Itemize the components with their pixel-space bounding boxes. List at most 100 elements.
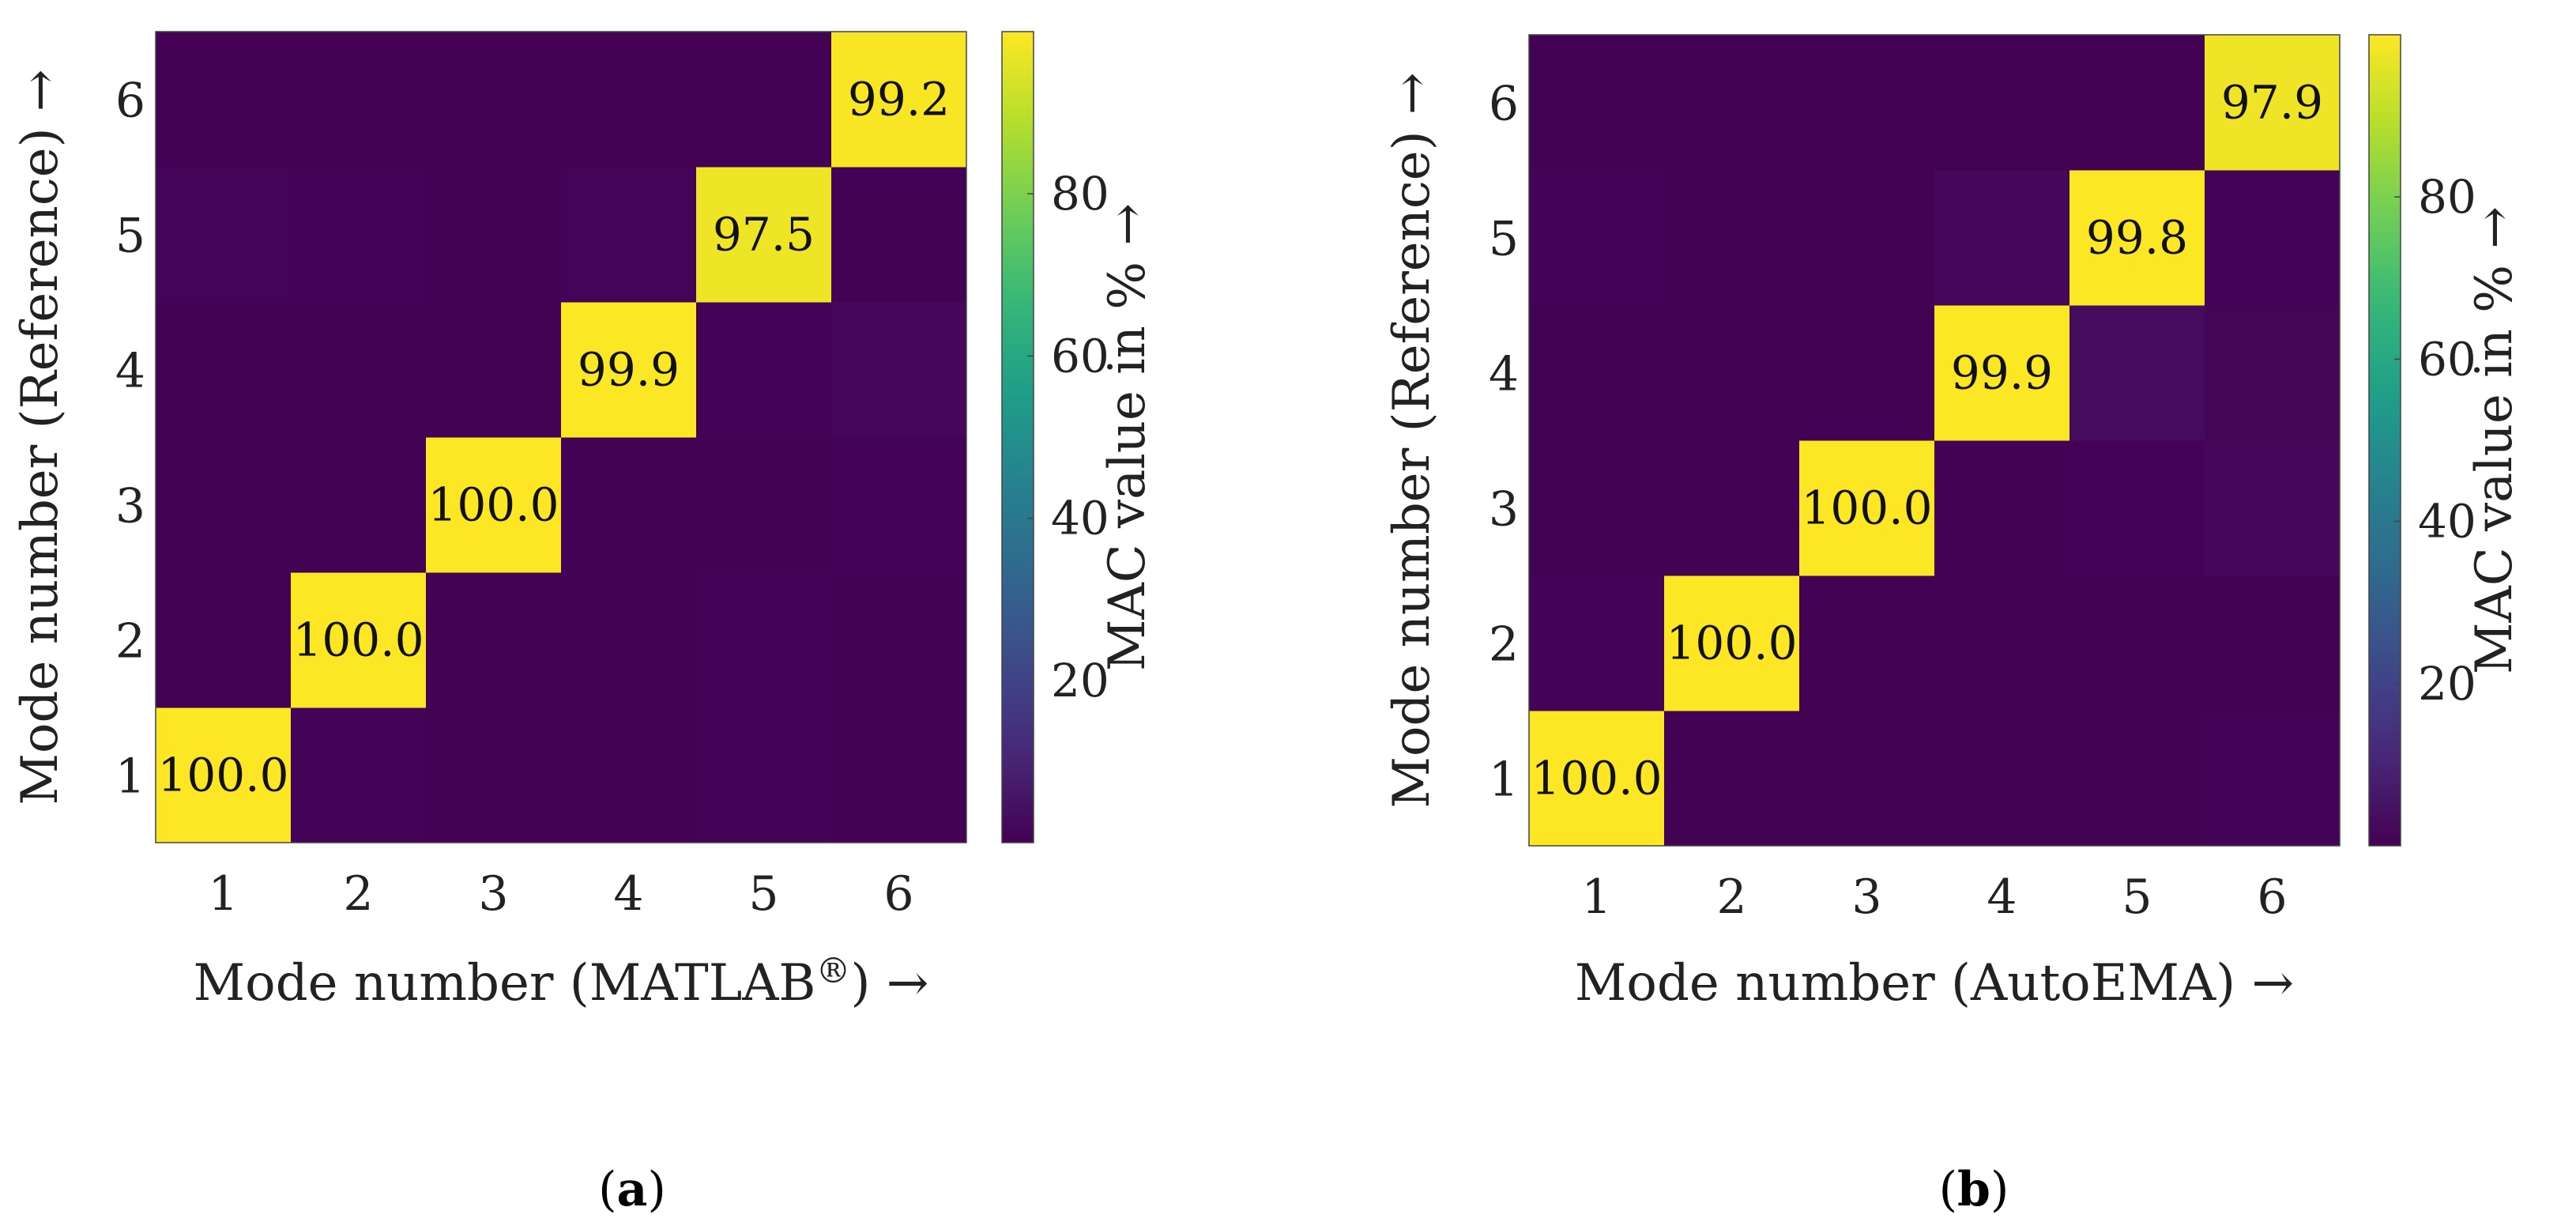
heatmap-cell xyxy=(696,32,832,168)
y-tick-label: 6 xyxy=(1489,77,1519,132)
x-tick-label: 1 xyxy=(208,866,238,922)
heatmap-cell xyxy=(831,167,967,303)
panel-label-open: ( xyxy=(598,1162,616,1217)
x-tick-label: 4 xyxy=(613,866,643,922)
heatmap-cell xyxy=(696,167,832,303)
heatmap-cell xyxy=(1529,35,1665,171)
heatmap-cell xyxy=(2069,575,2205,711)
cell-value-label: 97.5 xyxy=(713,208,815,262)
heatmap-cell xyxy=(2205,35,2341,171)
y-tick-label: 5 xyxy=(1489,212,1519,267)
heatmap-cell xyxy=(831,707,967,843)
heatmap-cell xyxy=(1529,305,1665,441)
heatmap-cell xyxy=(1664,170,1800,306)
y-axis-label: Mode number (Reference) → xyxy=(11,69,70,805)
plot-frame xyxy=(1528,34,2341,847)
heatmap-cell xyxy=(2205,711,2341,847)
heatmap-cell xyxy=(156,707,292,843)
heatmap-cell xyxy=(2205,575,2341,711)
panel-label-close: ) xyxy=(647,1162,665,1217)
cell-value-label: 100.0 xyxy=(1531,752,1662,805)
y-tick-label: 2 xyxy=(115,614,145,670)
y-tick-label: 6 xyxy=(115,74,145,129)
heatmap-cell xyxy=(291,167,427,303)
heatmap-cell xyxy=(1664,440,1800,576)
colorbar-label: MAC value in % → xyxy=(2465,206,2524,674)
y-tick-label: 4 xyxy=(115,344,145,399)
heatmap-cell xyxy=(2205,170,2341,306)
heatmap-cell xyxy=(1799,440,1935,576)
heatmap-cell xyxy=(561,437,697,573)
heatmap-cell xyxy=(2069,440,2205,576)
cell-value-label: 99.9 xyxy=(1951,346,2053,400)
colorbar-tick-label: 80 xyxy=(2418,170,2476,224)
heatmap-cell xyxy=(291,707,427,843)
heatmap-cell xyxy=(1934,170,2070,306)
panel-label: (a) xyxy=(598,1162,666,1217)
cell-value-label: 100.0 xyxy=(157,749,288,802)
heatmap-cell xyxy=(561,302,697,438)
y-tick-label: 4 xyxy=(1489,347,1519,402)
heatmap-cell xyxy=(561,707,697,843)
heatmap-cell xyxy=(2069,305,2205,441)
y-tick-label: 1 xyxy=(1489,753,1519,808)
y-tick-label: 5 xyxy=(115,209,145,264)
x-axis-label-suffix: ) → xyxy=(850,954,928,1013)
heatmap-cell xyxy=(1799,305,1935,441)
y-tick-label: 3 xyxy=(1489,482,1519,538)
plot-frame xyxy=(155,31,967,843)
panel-label-letter: a xyxy=(617,1162,648,1217)
heatmap-cell xyxy=(1934,305,2070,441)
heatmap-cell xyxy=(1799,575,1935,711)
x-tick-label: 6 xyxy=(883,866,913,922)
heatmap-cell xyxy=(1799,35,1935,171)
colorbar-tick-label: 80 xyxy=(1051,167,1109,221)
heatmap-cell xyxy=(831,437,967,573)
x-tick-label: 6 xyxy=(2257,870,2287,925)
x-tick-label: 2 xyxy=(1716,870,1746,925)
colorbar xyxy=(2368,34,2401,847)
heatmap-cell xyxy=(2069,711,2205,847)
y-tick-label: 1 xyxy=(115,749,145,805)
heatmap-cell xyxy=(696,707,832,843)
heatmap-cell xyxy=(696,437,832,573)
colorbar-label: MAC value in % → xyxy=(1098,203,1157,671)
heatmap-cell xyxy=(1664,305,1800,441)
heatmap-cell xyxy=(291,572,427,708)
y-tick-label: 3 xyxy=(115,479,145,534)
heatmap-cell xyxy=(156,32,292,168)
heatmap-cell xyxy=(291,302,427,438)
heatmap-cell xyxy=(1934,711,2070,847)
y-tick-label: 2 xyxy=(1489,617,1519,673)
heatmap-cell xyxy=(831,302,967,438)
heatmap-cell xyxy=(1799,170,1935,306)
registered-mark: ® xyxy=(815,951,850,991)
heatmap-cell xyxy=(561,32,697,168)
panel-label-close: ) xyxy=(1990,1162,2009,1217)
heatmap-cell xyxy=(156,437,292,573)
heatmap-cell xyxy=(561,572,697,708)
cell-value-label: 100.0 xyxy=(292,613,424,667)
heatmap-cell xyxy=(831,572,967,708)
cell-value-label: 100.0 xyxy=(1801,481,1932,535)
cell-value-label: 97.9 xyxy=(2221,76,2323,130)
x-tick-label: 5 xyxy=(2122,870,2152,925)
panel-label-letter: b xyxy=(1957,1162,1990,1217)
cell-value-label: 100.0 xyxy=(427,478,559,532)
x-tick-label: 3 xyxy=(1851,870,1881,925)
colorbar-tick-label: 60 xyxy=(1051,329,1109,383)
heatmap-cell xyxy=(1664,711,1800,847)
x-axis-label-text: Mode number (MATLAB xyxy=(194,954,816,1013)
heatmap-cell xyxy=(426,302,562,438)
x-axis-label: Mode number (MATLAB®) → xyxy=(194,951,929,1013)
heatmap-cell xyxy=(156,302,292,438)
heatmap-cell xyxy=(291,437,427,573)
heatmap-cell xyxy=(291,32,427,168)
x-tick-label: 4 xyxy=(1987,870,2017,925)
panel-label: (b) xyxy=(1939,1162,2009,1217)
heatmap-cell xyxy=(2069,170,2205,306)
y-axis-label: Mode number (Reference) → xyxy=(1383,72,1441,808)
